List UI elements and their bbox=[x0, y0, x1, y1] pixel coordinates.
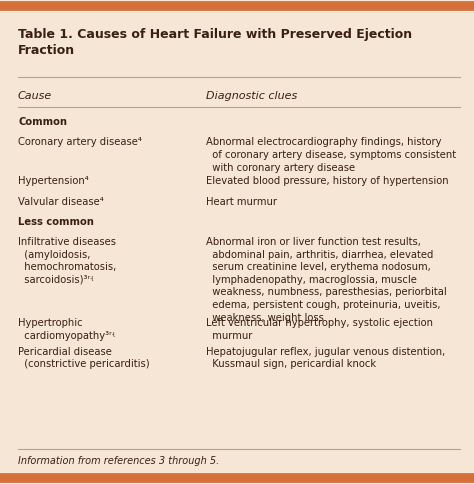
Text: sarcoidosis)³ʳʵ: sarcoidosis)³ʳʵ bbox=[18, 275, 93, 285]
Text: lymphadenopathy, macroglossia, muscle: lymphadenopathy, macroglossia, muscle bbox=[206, 275, 417, 285]
Text: with coronary artery disease: with coronary artery disease bbox=[206, 163, 356, 173]
Text: Elevated blood pressure, history of hypertension: Elevated blood pressure, history of hype… bbox=[206, 176, 449, 186]
Text: Hypertrophic: Hypertrophic bbox=[18, 318, 82, 329]
Text: of coronary artery disease, symptoms consistent: of coronary artery disease, symptoms con… bbox=[206, 150, 456, 160]
Text: Pericardial disease: Pericardial disease bbox=[18, 347, 112, 357]
Text: Diagnostic clues: Diagnostic clues bbox=[206, 91, 298, 101]
Text: abdominal pain, arthritis, diarrhea, elevated: abdominal pain, arthritis, diarrhea, ele… bbox=[206, 250, 434, 260]
Text: Less common: Less common bbox=[18, 217, 94, 227]
Text: edema, persistent cough, proteinuria, uveitis,: edema, persistent cough, proteinuria, uv… bbox=[206, 300, 441, 310]
Text: Hepatojugular reflex, jugular venous distention,: Hepatojugular reflex, jugular venous dis… bbox=[206, 347, 446, 357]
Text: Abnormal electrocardiography findings, history: Abnormal electrocardiography findings, h… bbox=[206, 137, 442, 148]
Text: murmur: murmur bbox=[206, 331, 253, 341]
Text: hemochromatosis,: hemochromatosis, bbox=[18, 262, 116, 272]
Text: (amyloidosis,: (amyloidosis, bbox=[18, 250, 91, 260]
Text: Common: Common bbox=[18, 117, 67, 127]
Text: weakness, numbness, paresthesias, periorbital: weakness, numbness, paresthesias, perior… bbox=[206, 287, 447, 298]
Text: Abnormal iron or liver function test results,: Abnormal iron or liver function test res… bbox=[206, 237, 421, 247]
Text: cardiomyopathy³ʳʵ: cardiomyopathy³ʳʵ bbox=[18, 331, 115, 341]
Text: weakness, weight loss: weakness, weight loss bbox=[206, 313, 324, 323]
Text: Cause: Cause bbox=[18, 91, 52, 101]
Text: Information from references 3 through 5.: Information from references 3 through 5. bbox=[18, 456, 219, 466]
Text: serum creatinine level, erythema nodosum,: serum creatinine level, erythema nodosum… bbox=[206, 262, 431, 272]
Text: Table 1. Causes of Heart Failure with Preserved Ejection
Fraction: Table 1. Causes of Heart Failure with Pr… bbox=[18, 28, 412, 57]
Text: Hypertension⁴: Hypertension⁴ bbox=[18, 176, 89, 186]
Text: (constrictive pericarditis): (constrictive pericarditis) bbox=[18, 359, 150, 369]
Text: Kussmaul sign, pericardial knock: Kussmaul sign, pericardial knock bbox=[206, 359, 376, 369]
Text: Valvular disease⁴: Valvular disease⁴ bbox=[18, 197, 104, 207]
Text: Heart murmur: Heart murmur bbox=[206, 197, 277, 207]
Text: Left ventricular hypertrophy, systolic ejection: Left ventricular hypertrophy, systolic e… bbox=[206, 318, 433, 329]
Text: Infiltrative diseases: Infiltrative diseases bbox=[18, 237, 116, 247]
Text: Coronary artery disease⁴: Coronary artery disease⁴ bbox=[18, 137, 142, 148]
